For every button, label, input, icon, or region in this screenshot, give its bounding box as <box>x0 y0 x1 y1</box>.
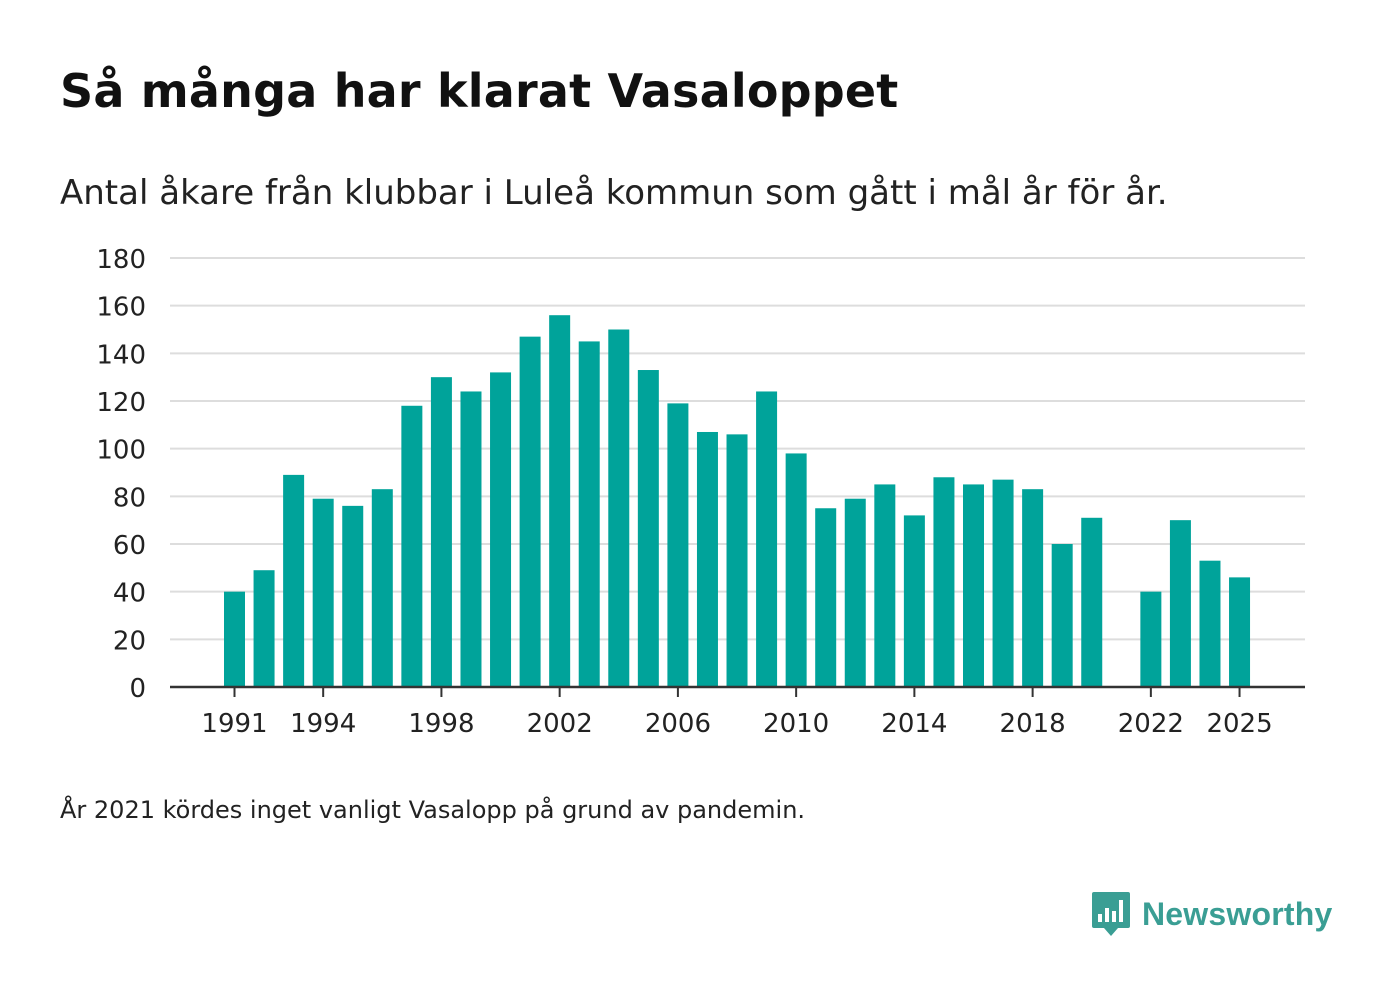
y-tick-label: 40 <box>113 579 146 609</box>
x-tick-label: 2002 <box>527 709 593 739</box>
bar-2014 <box>903 515 925 687</box>
x-tick-label: 1998 <box>408 709 474 739</box>
bar-1997 <box>401 405 423 687</box>
bar-2013 <box>874 484 896 687</box>
bar-2024 <box>1199 560 1221 687</box>
y-axis-ticks: 0 20 40 60 80 100 120 140 160 180 <box>96 245 146 704</box>
bar-chart: 0 20 40 60 80 100 120 140 160 180 1991 1994 1998 200… <box>96 245 1305 739</box>
x-tick-label: 2006 <box>645 709 711 739</box>
newsworthy-logo-icon <box>1092 892 1130 936</box>
bar-1993 <box>283 474 305 687</box>
bar-2016 <box>963 484 984 687</box>
bar-1996 <box>371 489 393 687</box>
x-tick-label: 2022 <box>1118 709 1184 739</box>
bar-2007 <box>696 431 718 687</box>
bar-2001 <box>519 336 541 687</box>
bar-1998 <box>430 377 452 687</box>
y-tick-label: 180 <box>96 245 146 275</box>
x-axis-ticks: 1991 1994 1998 2002 2006 2010 2014 2018 2022 2025 <box>201 687 1273 739</box>
bar-1995 <box>342 505 364 687</box>
bar-2002 <box>549 315 571 687</box>
bar-2003 <box>578 341 600 687</box>
y-tick-label: 100 <box>96 436 146 466</box>
bar-2005 <box>637 370 659 687</box>
y-tick-label: 80 <box>113 483 146 513</box>
bars <box>224 315 1251 687</box>
bar-2011 <box>815 508 837 687</box>
y-tick-label: 140 <box>96 340 146 370</box>
bar-2017 <box>992 479 1014 687</box>
chart-title: Så många har klarat Vasaloppet <box>60 64 899 118</box>
bar-1992 <box>253 570 275 687</box>
bar-2022 <box>1140 591 1162 687</box>
bar-2015 <box>933 477 955 687</box>
x-tick-label: 2025 <box>1206 709 1272 739</box>
y-tick-label: 0 <box>129 674 146 704</box>
brand-logo: Newsworthy <box>1090 890 1332 938</box>
x-tick-label: 2014 <box>881 709 947 739</box>
bar-1999 <box>460 391 482 687</box>
x-tick-label: 2018 <box>1000 709 1066 739</box>
bar-2006 <box>667 403 689 687</box>
brand-name: Newsworthy <box>1142 895 1333 932</box>
x-tick-label: 1991 <box>201 709 267 739</box>
y-tick-label: 20 <box>113 626 146 656</box>
bar-2012 <box>844 498 866 687</box>
x-tick-label: 1994 <box>290 709 356 739</box>
x-tick-label: 2010 <box>763 709 829 739</box>
bar-2010 <box>785 453 807 687</box>
bar-1994 <box>312 498 334 687</box>
y-tick-label: 160 <box>96 293 146 323</box>
bar-2008 <box>726 434 748 687</box>
bar-2009 <box>756 391 778 687</box>
y-tick-label: 60 <box>113 531 146 561</box>
footnote: År 2021 kördes inget vanligt Vasalopp på… <box>60 796 806 824</box>
bar-2019 <box>1051 544 1073 687</box>
bar-2004 <box>608 329 630 687</box>
bar-2000 <box>490 372 512 687</box>
bar-2023 <box>1169 520 1191 687</box>
bar-2020 <box>1081 517 1103 687</box>
bar-2025 <box>1229 577 1251 687</box>
y-tick-label: 120 <box>96 388 146 418</box>
chart-subtitle: Antal åkare från klubbar i Luleå kommun … <box>60 173 1168 213</box>
bar-1991 <box>224 591 245 687</box>
bar-2018 <box>1022 489 1044 687</box>
